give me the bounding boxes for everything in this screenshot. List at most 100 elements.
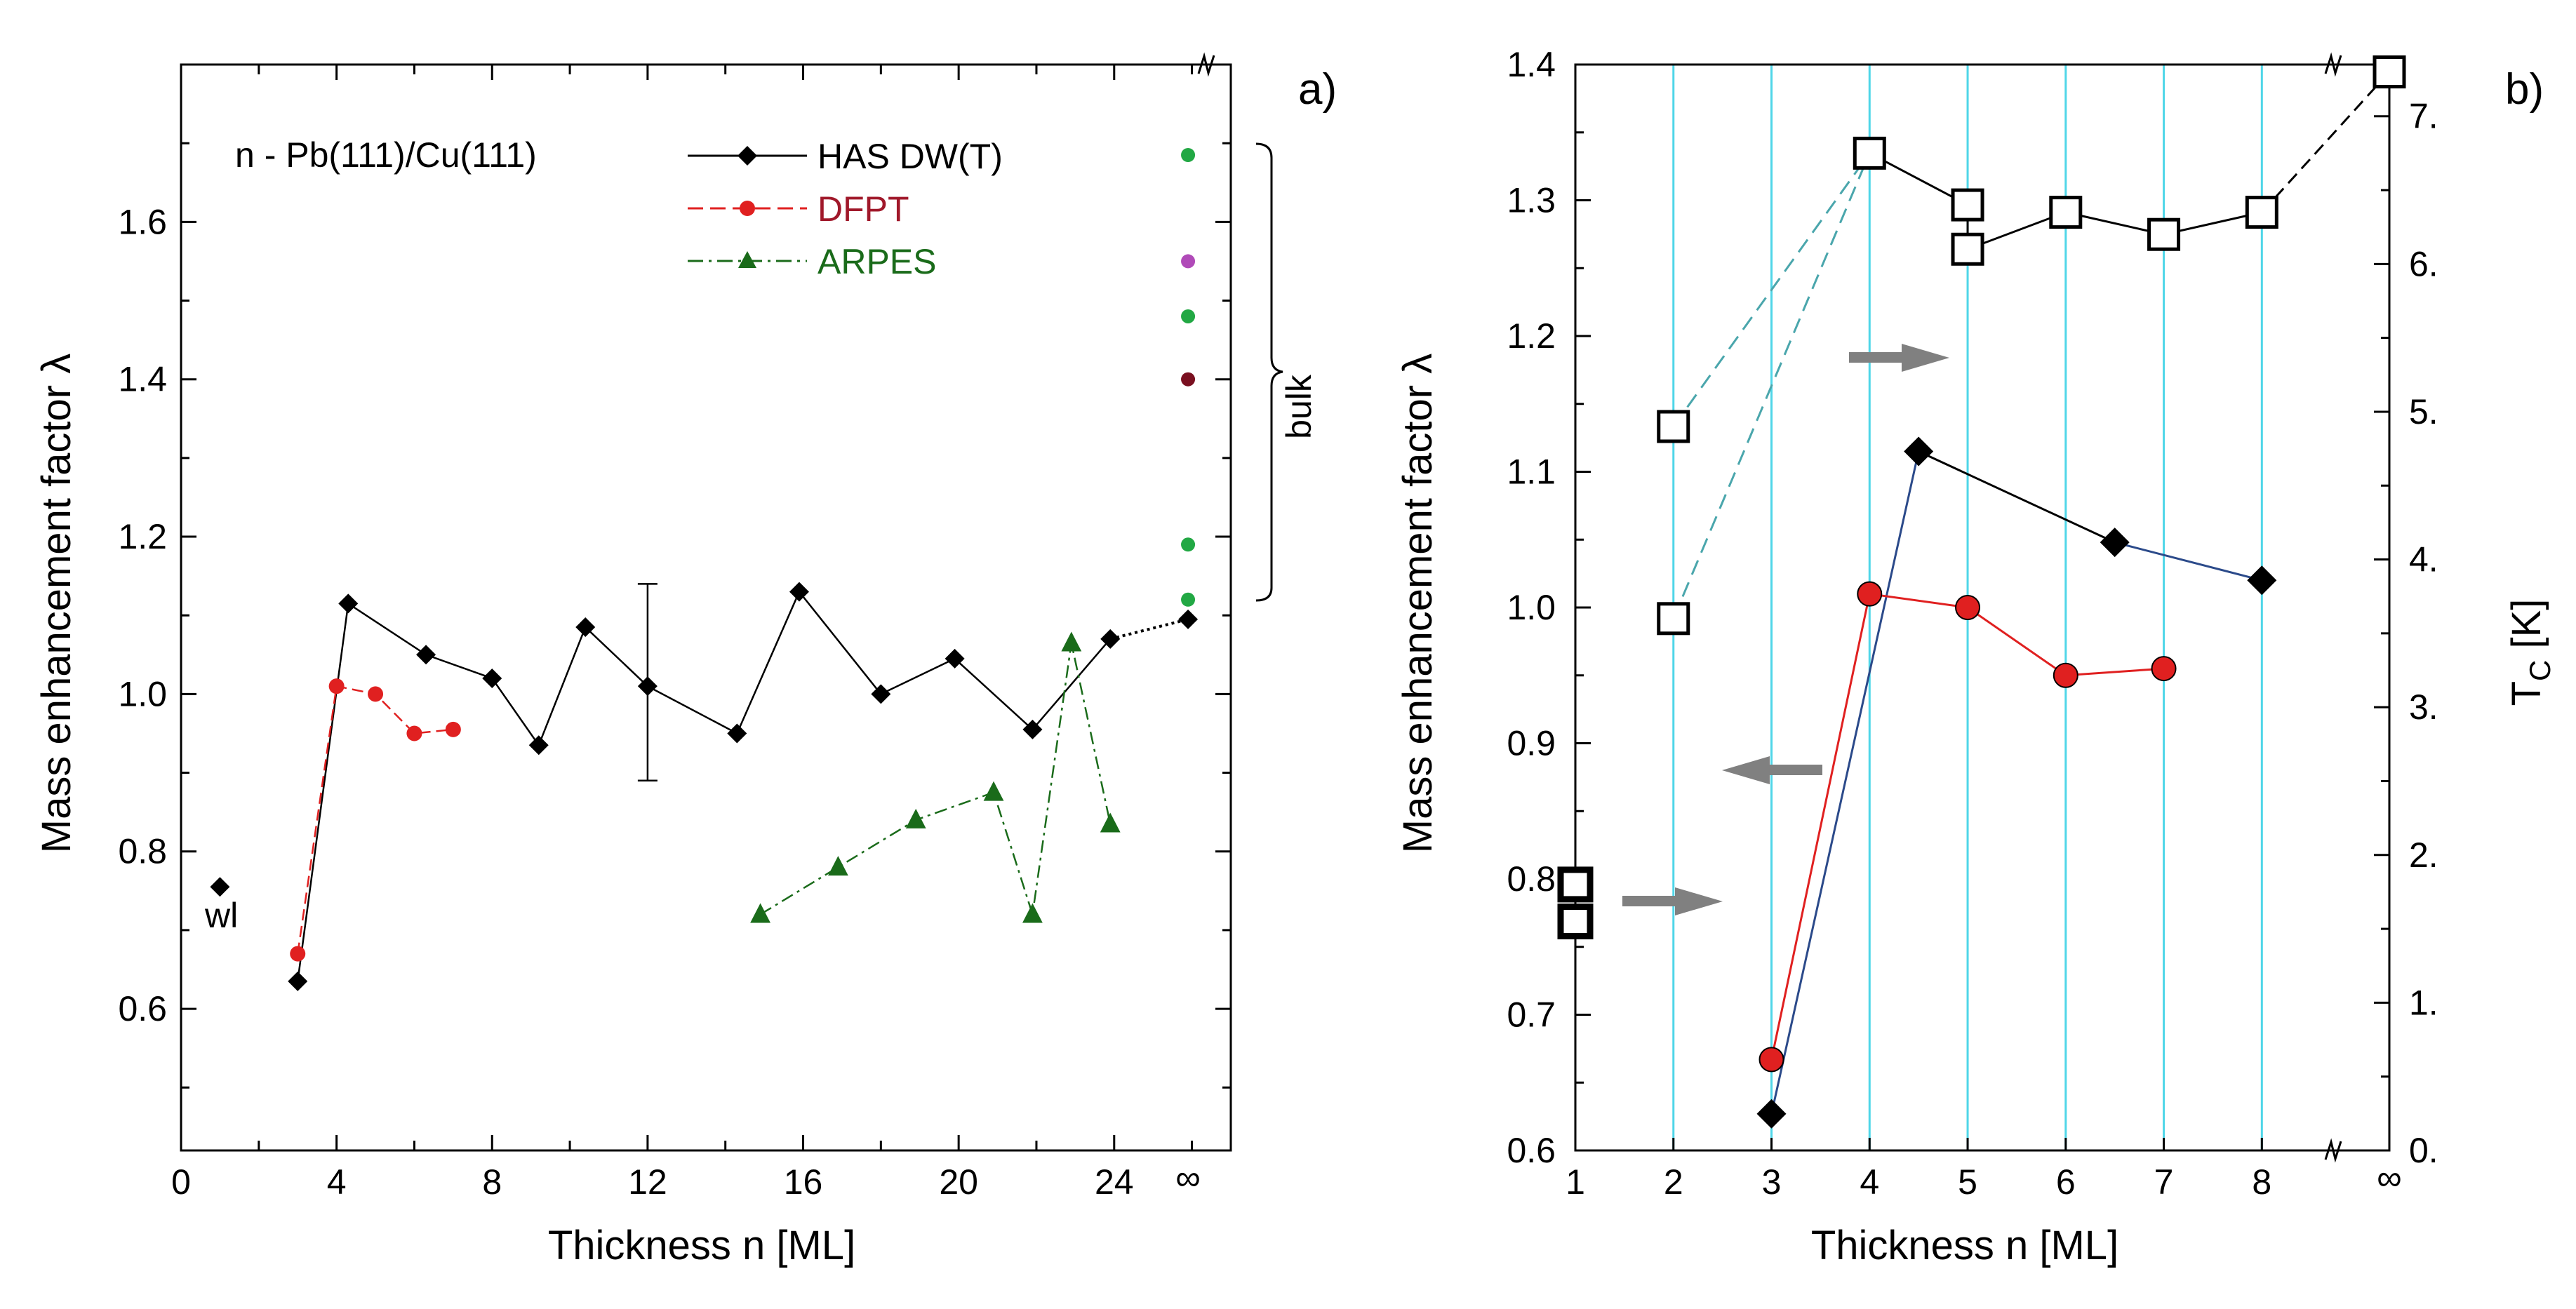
data-point-has [727, 723, 747, 744]
data-point-lambda-dfpt [1759, 1047, 1784, 1073]
data-point-has [528, 735, 549, 756]
data-point-dfpt [368, 686, 384, 702]
panel-a-plot-frame [180, 63, 1232, 1152]
data-point-bulk [1181, 537, 1196, 552]
y2-tick-label: 7. [2409, 97, 2438, 136]
panel-a: 0.6 0.8 1.0 1.2 1.4 1.6 0 4 8 12 16 20 24 ∞ a) n - Pb… [34, 52, 1337, 1268]
panel-a-ticks: 0.6 0.8 1.0 1.2 1.4 1.6 0 4 8 12 16 20 24 ∞ [118, 65, 1231, 1202]
x-tick-label-infinity: ∞ [1175, 1158, 1201, 1197]
x-tick-label: 0 [171, 1162, 191, 1202]
data-point-bulk [1181, 309, 1196, 323]
panel-a-series [210, 148, 1199, 991]
panel-b-y-axis-title: Mass enhancement factor λ [1395, 354, 1441, 853]
panel-b-series [1557, 55, 2406, 1129]
y2-tick-label: 2. [2409, 835, 2438, 875]
y-tick-label: 1.6 [118, 202, 167, 241]
legend-label-arpes: ARPES [817, 242, 937, 281]
panel-b: 0.6 0.7 0.8 0.9 1.0 1.1 1.2 1.3 1.4 0. 1. 2. 3. 4. 5. 6… [1395, 45, 2556, 1268]
tc-dashed-line [1672, 152, 1871, 619]
panel-a-bulk-brace [1255, 142, 1283, 602]
y2-tick-label: 5. [2409, 392, 2438, 431]
panel-a-label: a) [1298, 65, 1337, 114]
data-point-has [637, 676, 658, 697]
y-tick-label: 0.9 [1507, 724, 1556, 763]
data-point-tc [1951, 232, 1984, 266]
panel-b-x-axis-title: Thickness n [ML] [1811, 1223, 2118, 1268]
data-point-lambda-has [2100, 528, 2130, 558]
y-tick-label: 1.2 [1507, 316, 1556, 356]
panel-b-label: b) [2505, 65, 2544, 114]
data-point-lambda-dfpt [1857, 581, 1883, 607]
series-line-has [296, 590, 1112, 981]
data-point-lambda-has [1756, 1099, 1787, 1129]
data-point-arpes [1061, 631, 1082, 652]
x-tick-label: 20 [939, 1162, 978, 1202]
data-point-lambda-dfpt [2053, 662, 2078, 688]
panel-a-y-axis-title: Mass enhancement factor λ [34, 354, 79, 853]
data-point-lambda-dfpt [2151, 656, 2177, 682]
data-point-has [338, 593, 359, 614]
y-tick-label: 0.6 [1507, 1131, 1556, 1170]
y-tick-label: 1.3 [1507, 181, 1556, 220]
x-tick-label: 5 [1958, 1162, 1977, 1202]
x-tick-label: 12 [628, 1162, 667, 1202]
y2-tick-label: 3. [2409, 687, 2438, 727]
lambda-has-line-tail [2114, 541, 2262, 582]
y2-tick-label: 1. [2409, 983, 2438, 1022]
legend-label-has: HAS DW(T) [817, 137, 1003, 176]
data-point-tc [1951, 188, 1984, 222]
x-tick-label: 8 [482, 1162, 502, 1202]
panel-b-axis-break-bottom [2324, 1138, 2342, 1163]
y2-tick-label: 0. [2409, 1131, 2438, 1170]
data-point-tc [1557, 904, 1594, 940]
y-tick-label: 1.2 [118, 517, 167, 556]
data-point-bulk [1181, 148, 1196, 162]
y-tick-label: 0.6 [118, 989, 167, 1028]
data-point-has [288, 971, 308, 991]
data-point-tc [2245, 196, 2278, 229]
panel-a-title: n - Pb(111)/Cu(111) [235, 135, 537, 175]
data-point-lambda-has [2247, 565, 2277, 596]
x-tick-label: 6 [2056, 1162, 2076, 1202]
data-point-arpes [750, 903, 770, 923]
y-tick-label: 1.0 [118, 674, 167, 713]
legend-marker-arpes [738, 251, 756, 268]
data-point-has [1100, 629, 1121, 649]
data-point-tc [1557, 866, 1594, 903]
tc-dashed-line-infinity [2261, 71, 2391, 213]
x-tick-label: 16 [784, 1162, 823, 1202]
x-tick-label: 4 [327, 1162, 347, 1202]
panel-a-legend: HAS DW(T) DFPT ARPES [688, 137, 1003, 281]
data-point-bulk [1181, 372, 1196, 387]
arrow-right-icon [1849, 344, 1949, 372]
x-tick-label: 24 [1095, 1162, 1134, 1202]
data-point-has [482, 668, 502, 688]
panel-b-y2-axis-title: TC [K] [2504, 599, 2556, 706]
series-line-has-dotted [1109, 617, 1189, 640]
y-tick-label: 0.7 [1507, 995, 1556, 1035]
tc-dashed-line [1672, 152, 1871, 427]
panel-a-bulk-label: bulk [1279, 374, 1319, 439]
y2-tick-label: 6. [2409, 244, 2438, 283]
legend-marker-has [738, 146, 757, 166]
y-tick-label: 1.0 [1507, 588, 1556, 627]
series-line-dfpt [296, 685, 453, 954]
x-tick-label: 8 [2252, 1162, 2271, 1202]
data-point-has [1022, 719, 1043, 739]
x-tick-label: 7 [2154, 1162, 2174, 1202]
data-point-tc [1853, 136, 1886, 170]
data-point-arpes [827, 856, 848, 876]
data-point-has [871, 684, 891, 704]
y-tick-label: 1.4 [1507, 45, 1556, 84]
y-tick-label: 0.8 [118, 832, 167, 871]
data-point-dfpt [445, 721, 461, 737]
data-point-dfpt [290, 946, 306, 962]
data-point-has [416, 645, 436, 665]
data-point-dfpt [406, 725, 422, 741]
x-tick-label: 4 [1860, 1162, 1879, 1202]
panel-b-ticks: 0.6 0.7 0.8 0.9 1.0 1.1 1.2 1.3 1.4 0. 1. 2. 3. 4. 5. 6… [1507, 45, 2438, 1202]
data-point-arpes [1022, 903, 1043, 923]
data-point-tc [2147, 217, 2181, 251]
data-point-bulk [1181, 592, 1196, 607]
